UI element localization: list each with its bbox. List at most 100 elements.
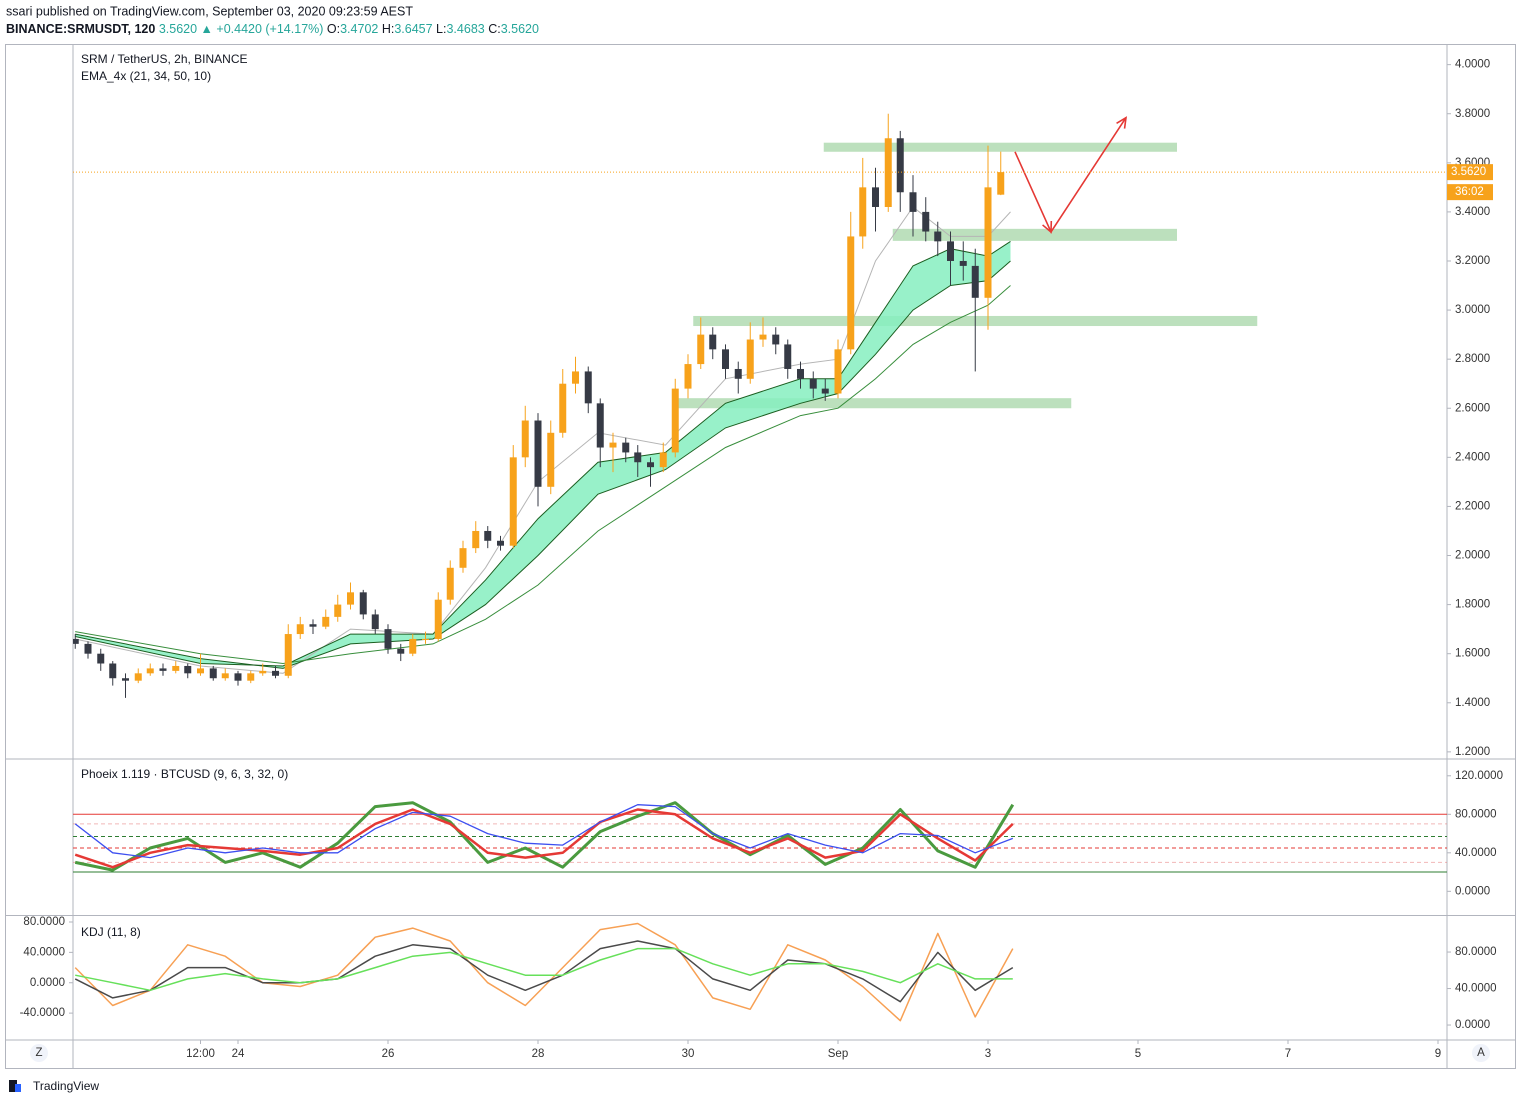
indicator-line (75, 947, 1013, 992)
x-tick-label: 24 (232, 1048, 245, 1060)
button-label[interactable]: A (1477, 1047, 1485, 1059)
plot (73, 801, 1447, 873)
candle-body (671, 388, 679, 453)
y-tick-label: 1.8000 (1455, 599, 1490, 611)
y-tick-label: 4.0000 (1455, 59, 1490, 71)
candle-body (296, 624, 304, 635)
candle-body (221, 673, 229, 679)
countdown-box (1447, 184, 1493, 201)
candle-body (409, 638, 417, 654)
y-tick-label: 2.0000 (1455, 550, 1490, 562)
candle-body (322, 616, 330, 627)
indicator-line (74, 922, 1014, 1022)
candle-body (634, 452, 642, 463)
y-tick-label: 80.0000 (23, 916, 65, 928)
y-tick-label: 0.0000 (1455, 885, 1490, 897)
candle-body (659, 452, 667, 468)
y-tick-label: 3.8000 (1455, 108, 1490, 120)
button-label[interactable]: Z (35, 1047, 42, 1059)
candle-body (572, 371, 579, 384)
candle-body (947, 241, 954, 261)
y-tick-label: 3.4000 (1455, 206, 1490, 218)
ohlc-value: 3.4683 (446, 22, 484, 36)
y-tick-label: 3.0000 (1455, 304, 1490, 316)
y-tick-label: 80.0000 (1455, 808, 1497, 820)
candle-body (497, 540, 504, 546)
y-tick-label: 2.6000 (1455, 402, 1490, 414)
x-tick-label: 9 (1435, 1048, 1441, 1060)
y-tick-label: 2.8000 (1455, 353, 1490, 365)
x-tick-label: 7 (1285, 1048, 1291, 1060)
x-tick-label: Sep (828, 1048, 848, 1060)
y-tick-label: 1.6000 (1455, 648, 1490, 660)
candle-body (697, 334, 705, 365)
candle-body (647, 462, 654, 468)
candle-body (84, 643, 92, 654)
candle-body (134, 673, 142, 681)
candle-body (284, 634, 292, 676)
candle-body (234, 673, 242, 681)
candle-body (959, 260, 967, 266)
publisher: ssari published on TradingView.com, Sept… (6, 4, 413, 18)
ema-line (75, 285, 1011, 665)
candle-body (559, 383, 567, 433)
symbol: BINANCE:SRMUSDT, 120 (6, 22, 155, 36)
candle-body (172, 665, 180, 671)
ema-line (75, 206, 1011, 674)
arrow (1014, 117, 1127, 234)
candle-body (397, 648, 405, 654)
symbol-line: BINANCE:SRMUSDT, 120 3.5620 ▲ +0.4420 (+… (6, 22, 539, 36)
candle-body (984, 187, 992, 298)
kdj-title: KDJ (11, 8) (81, 925, 141, 939)
candle-body (809, 378, 817, 389)
candle-body (446, 567, 454, 600)
candle-body (922, 211, 930, 232)
ema-line (75, 240, 1011, 667)
plot (74, 922, 1014, 1022)
candle-body (197, 668, 204, 674)
candle-body (834, 349, 842, 394)
candle-body (622, 442, 630, 453)
indicator-line (74, 801, 1015, 872)
arrow-head (1042, 221, 1053, 234)
candle-body (847, 236, 855, 350)
candle-body (584, 371, 592, 404)
candle-body (184, 665, 192, 674)
candle-body (146, 668, 154, 674)
y-tick-label: 0.0000 (30, 977, 65, 989)
candle-body (521, 420, 529, 458)
candle-body (97, 653, 105, 664)
candle-body (371, 614, 379, 630)
button[interactable] (1472, 1044, 1490, 1062)
price: 3.5620 (159, 22, 197, 36)
candle-body (909, 192, 917, 212)
y-tick-label: 2.2000 (1455, 500, 1490, 512)
y-tick-label: 120.0000 (1455, 770, 1503, 782)
candle-body (684, 364, 692, 389)
candle-body (509, 457, 517, 546)
candle-body (596, 403, 604, 448)
candle-body (309, 624, 317, 627)
y-tick-label: 40.0000 (1455, 983, 1497, 995)
candle-body (997, 172, 1005, 195)
x-tick-label: 12:00 (186, 1048, 215, 1060)
indicator-line (74, 804, 1014, 859)
change: ▲ +0.4420 (+14.17%) (201, 22, 324, 36)
x-tick-label: 26 (382, 1048, 395, 1060)
x-tick-label: 28 (532, 1048, 545, 1060)
y-tick-label: 1.2000 (1455, 746, 1490, 758)
ohlc-label: C: (488, 22, 501, 36)
candle-body (722, 349, 729, 369)
candle-body (459, 548, 467, 568)
x-tick-label: 30 (682, 1048, 695, 1060)
candle-body (609, 442, 617, 448)
candle-body (347, 592, 354, 605)
y-tick-label: 3.2000 (1455, 255, 1490, 267)
candle-body (872, 187, 879, 207)
ohlc-value: 3.4702 (340, 22, 378, 36)
x-tick-label: 5 (1135, 1048, 1141, 1060)
button[interactable] (30, 1044, 48, 1062)
footer: TradingView (33, 1079, 99, 1093)
candle-body (971, 265, 979, 298)
